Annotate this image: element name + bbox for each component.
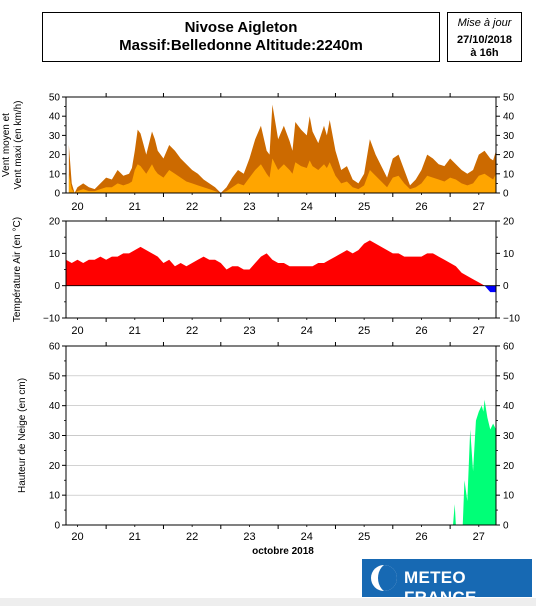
x-tick-label: 20 xyxy=(71,531,83,543)
y-tick-label-left: 10 xyxy=(49,249,61,260)
y-tick-label-left: 40 xyxy=(49,112,61,123)
temperature-negative-area xyxy=(66,285,496,293)
y-tick-label-right: 10 xyxy=(503,169,515,180)
y-tick-label-right: 30 xyxy=(503,131,515,142)
y-tick-label-left: 50 xyxy=(49,371,61,382)
x-tick-label: 22 xyxy=(186,531,198,543)
meteo-france-logo[interactable]: METEO FRANCE xyxy=(362,559,532,607)
y-tick-label-right: 30 xyxy=(503,431,515,442)
x-tick-label: 23 xyxy=(243,531,255,543)
y-axis-title-line2: Vent maxi (en km/h) xyxy=(13,101,24,190)
temperature-positive-area xyxy=(66,240,496,286)
y-tick-label-left: 20 xyxy=(49,150,61,161)
y-tick-label-right: 20 xyxy=(503,217,515,228)
x-axis-title: octobre 2018 xyxy=(252,546,314,557)
title-box: Nivose Aigleton Massif:Belledonne Altitu… xyxy=(42,12,440,62)
y-tick-label-right: −10 xyxy=(503,314,520,325)
meteo-france-logo-icon xyxy=(371,565,397,591)
y-tick-label-right: 50 xyxy=(503,93,515,104)
x-tick-label: 25 xyxy=(358,531,370,543)
y-tick-label-right: 40 xyxy=(503,112,515,123)
x-tick-label: 24 xyxy=(301,325,313,337)
y-tick-label-right: 20 xyxy=(503,150,515,161)
y-tick-label-right: 0 xyxy=(503,281,509,292)
nivose-charts: 0 0 10 10 20 20 30 30 40 40 50 50 20 21 22 23 24 25 26 27 Ve… xyxy=(1,93,520,558)
y-tick-label-right: 10 xyxy=(503,249,515,260)
x-tick-label: 20 xyxy=(71,325,83,337)
y-tick-label-left: 20 xyxy=(49,217,61,228)
y-tick-label-left: 10 xyxy=(49,491,61,502)
y-tick-label-left: 30 xyxy=(49,131,61,142)
y-tick-label-left: 50 xyxy=(49,93,61,104)
y-tick-label-left: 20 xyxy=(49,461,61,472)
y-tick-label-right: 60 xyxy=(503,342,515,353)
update-date: 27/10/2018 xyxy=(456,34,513,46)
station-subtitle: Massif:Belledonne Altitude:2240m xyxy=(119,37,363,54)
y-tick-label-right: 20 xyxy=(503,461,515,472)
x-tick-label: 22 xyxy=(186,325,198,337)
x-tick-label: 26 xyxy=(415,531,427,543)
x-tick-label: 24 xyxy=(301,531,313,543)
x-tick-label: 23 xyxy=(243,201,255,213)
x-tick-label: 26 xyxy=(415,201,427,213)
x-tick-label: 22 xyxy=(186,201,198,213)
x-tick-label: 24 xyxy=(301,201,313,213)
y-tick-label-left: 30 xyxy=(49,431,61,442)
y-tick-label-right: 40 xyxy=(503,401,515,412)
y-axis-title: Température Air (en °C) xyxy=(12,217,23,322)
max-area xyxy=(68,104,496,193)
snow-area xyxy=(66,399,496,525)
y-axis-title: Hauteur de Neige (en cm) xyxy=(17,378,28,493)
y-tick-label-left: 10 xyxy=(49,169,61,180)
update-label: Mise à jour xyxy=(457,17,512,29)
x-tick-label: 25 xyxy=(358,201,370,213)
y-tick-label-left: 0 xyxy=(54,521,60,532)
y-tick-label-right: 50 xyxy=(503,371,515,382)
y-tick-label-right: 0 xyxy=(503,521,509,532)
update-time: à 16h xyxy=(470,47,499,59)
x-tick-label: 20 xyxy=(71,201,83,213)
y-tick-label-left: 40 xyxy=(49,401,61,412)
x-tick-label: 26 xyxy=(415,325,427,337)
y-tick-label-left: 0 xyxy=(54,281,60,292)
x-tick-label: 25 xyxy=(358,325,370,337)
y-tick-label-left: 60 xyxy=(49,342,61,353)
x-tick-label: 21 xyxy=(129,531,141,543)
y-tick-label-left: −10 xyxy=(43,314,60,325)
x-tick-label: 21 xyxy=(129,325,141,337)
y-tick-label-right: 0 xyxy=(503,189,509,200)
update-box: Mise à jour 27/10/2018 à 16h xyxy=(447,12,522,62)
mean-area xyxy=(68,158,496,193)
station-title: Nivose Aigleton xyxy=(184,19,298,36)
x-tick-label: 21 xyxy=(129,201,141,213)
x-tick-label: 27 xyxy=(473,201,485,213)
y-tick-label-right: 10 xyxy=(503,491,515,502)
y-axis-title-line1: Vent moyen et xyxy=(1,113,12,177)
x-tick-label: 27 xyxy=(473,531,485,543)
footer-bar xyxy=(0,598,536,606)
y-tick-label-left: 0 xyxy=(54,189,60,200)
x-tick-label: 27 xyxy=(473,325,485,337)
x-tick-label: 23 xyxy=(243,325,255,337)
